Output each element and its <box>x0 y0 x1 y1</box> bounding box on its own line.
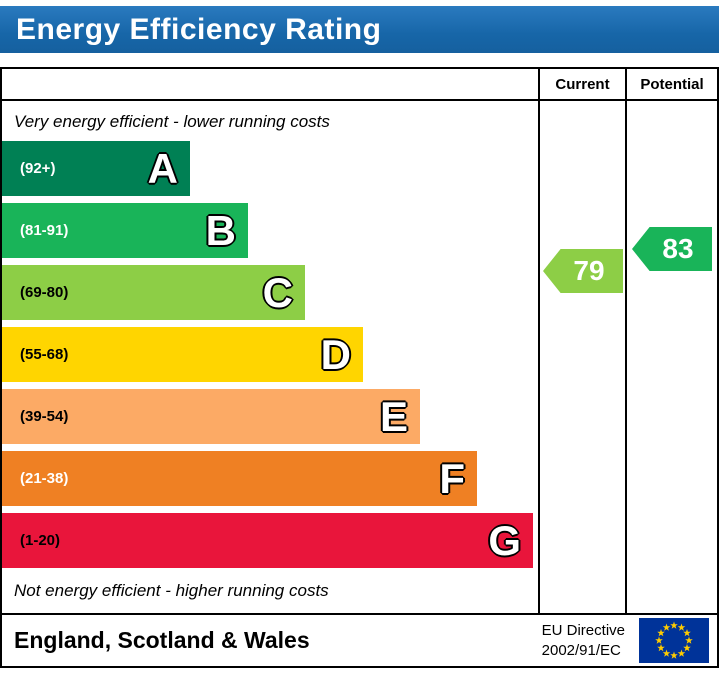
chart-row: Very energy efficient - lower running co… <box>2 101 717 613</box>
band-c-letter: C <box>262 268 293 316</box>
current-column: 79 <box>538 101 625 613</box>
potential-rating-value: 83 <box>662 233 694 264</box>
page-title: Energy Efficiency Rating <box>16 12 382 46</box>
band-d-letter: D <box>320 330 351 378</box>
band-b-letter: B <box>205 206 236 254</box>
band-a-range-label: (92+) <box>20 160 56 177</box>
epc-rating-table: Current Potential Very energy efficient … <box>0 67 719 668</box>
eu-directive-line2: 2002/91/EC <box>541 641 621 659</box>
bottom-note: Not energy efficient - higher running co… <box>14 581 329 600</box>
band-g-letter: G <box>488 516 521 564</box>
band-c: (69-80) C <box>2 265 305 320</box>
column-header-current: Current <box>538 69 625 99</box>
band-d-range-label: (55-68) <box>20 346 69 363</box>
rating-bands-area: Very energy efficient - lower running co… <box>2 101 538 613</box>
band-f: (21-38) F <box>2 451 477 506</box>
current-rating-value: 79 <box>573 255 605 286</box>
band-d: (55-68) D <box>2 327 363 382</box>
band-a-letter: A <box>147 144 178 192</box>
band-g: (1-20) G <box>2 513 533 568</box>
table-header-row: Current Potential <box>2 69 717 101</box>
column-header-potential: Potential <box>625 69 717 99</box>
eu-flag-icon <box>639 618 709 663</box>
current-rating-arrow: 79 <box>543 249 623 293</box>
band-b: (81-91) B <box>2 203 248 258</box>
eu-directive-label: EU Directive 2002/91/EC <box>542 621 625 660</box>
potential-rating-arrow: 83 <box>632 227 712 271</box>
header-spacer <box>2 69 538 99</box>
footer-row: England, Scotland & Wales EU Directive 2… <box>2 613 717 666</box>
band-c-range-label: (69-80) <box>20 284 69 301</box>
title-banner: Energy Efficiency Rating <box>0 6 719 53</box>
band-b-range-label: (81-91) <box>20 222 69 239</box>
eu-directive-line1: EU Directive <box>541 622 625 639</box>
region-label: England, Scotland & Wales <box>14 627 310 653</box>
top-note: Very energy efficient - lower running co… <box>14 112 330 131</box>
band-e: (39-54) E <box>2 389 420 444</box>
band-e-letter: E <box>379 392 408 440</box>
band-f-range-label: (21-38) <box>20 470 69 487</box>
band-a: (92+) A <box>2 141 190 196</box>
band-e-range-label: (39-54) <box>20 408 69 425</box>
band-g-range-label: (1-20) <box>20 532 61 549</box>
potential-column: 83 <box>625 101 717 613</box>
band-f-letter: F <box>439 454 465 502</box>
